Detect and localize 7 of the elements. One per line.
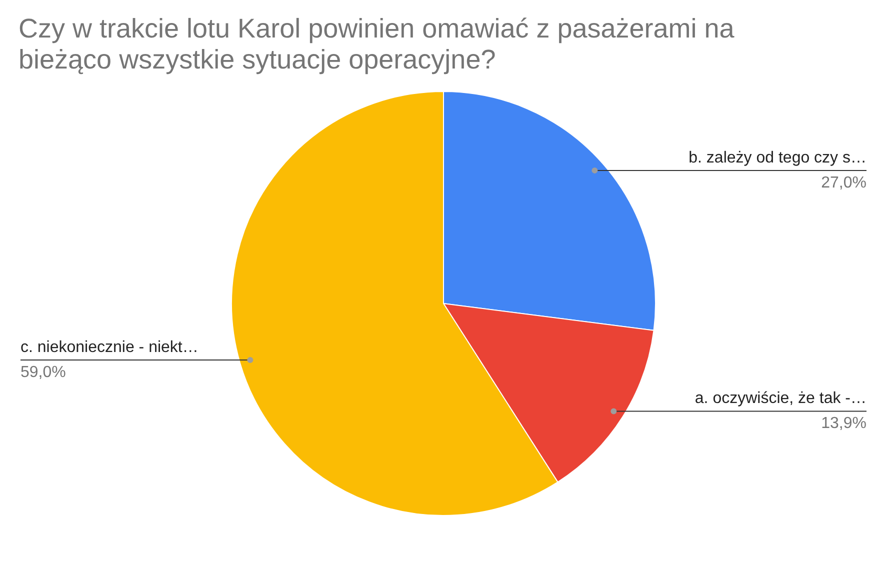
slice-label: a. oczywiście, że tak -… <box>694 390 867 408</box>
slice-label: c. niekoniecznie - niekt… <box>20 339 198 356</box>
slice-label: b. zależy od tego czy s… <box>688 149 866 166</box>
chart-title: Czy w trakcie lotu Karol powinien omawiać z pasażerami na bieżąco wszystkie sytuacje operacyjne? <box>18 14 736 74</box>
data-label: 59,0% <box>20 364 66 382</box>
data-label: 27,0% <box>821 174 867 192</box>
data-label: 13,9% <box>821 415 867 432</box>
